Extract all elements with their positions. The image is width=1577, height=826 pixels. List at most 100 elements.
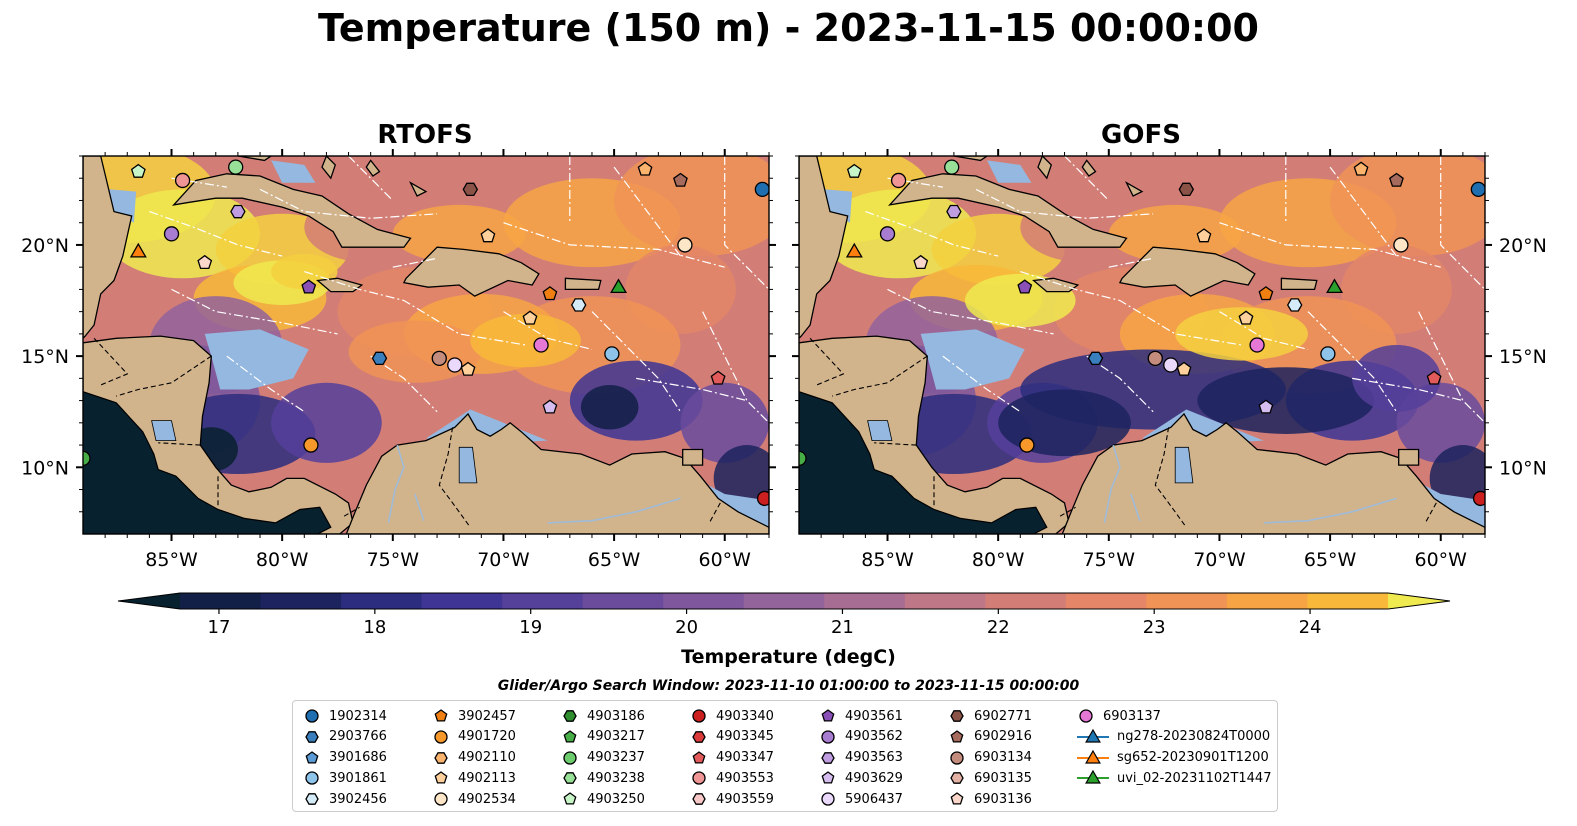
legend-label: 3902457 xyxy=(458,708,516,724)
eez-boundary xyxy=(1020,271,1242,346)
observation-marker xyxy=(1196,228,1212,243)
temperature-blob xyxy=(392,204,526,263)
observation-marker xyxy=(1353,161,1369,176)
legend-marker-icon xyxy=(950,750,964,765)
legend-item: 4903563 xyxy=(819,748,903,768)
lat-tick-label: 10°N xyxy=(21,457,69,479)
legend-marker-icon xyxy=(305,709,319,723)
legend-marker-icon xyxy=(821,751,835,764)
shelf-water xyxy=(987,160,1032,183)
observation-marker xyxy=(129,242,147,258)
observation-marker xyxy=(756,490,769,507)
eez-boundary xyxy=(1352,377,1464,402)
country-border xyxy=(1154,427,1187,528)
search-window-text: Glider/Argo Search Window: 2023-11-10 01… xyxy=(497,678,1080,694)
legend-item: 3901686 xyxy=(303,748,387,768)
colorbar-tick-label: 24 xyxy=(1299,617,1322,638)
eez-boundary xyxy=(1329,166,1397,257)
eez-boundary xyxy=(591,311,681,413)
eez-boundary xyxy=(1418,311,1485,424)
country-border xyxy=(343,506,360,517)
legend-label: 4903347 xyxy=(716,750,774,766)
legend-item: 2903766 xyxy=(303,727,387,747)
land-mexico xyxy=(83,156,133,340)
legend: 1902314 2903766 3901686 3901861 3902456 39024… xyxy=(292,700,1278,812)
observation-marker xyxy=(1249,337,1265,353)
land-hispaniola xyxy=(402,246,540,297)
temperature-blob xyxy=(470,313,581,368)
observation-marker xyxy=(522,310,538,325)
pacific-ocean xyxy=(83,391,332,534)
observation-marker xyxy=(130,163,146,178)
country-border xyxy=(158,442,201,446)
colorbar-segment xyxy=(1226,593,1308,609)
eez-boundary xyxy=(503,222,725,268)
map-panel-rtofs xyxy=(83,156,769,534)
observation-marker xyxy=(163,226,180,242)
temperature-blob xyxy=(1352,345,1441,412)
observation-marker xyxy=(710,370,726,385)
legend-label: 2903766 xyxy=(329,729,387,745)
colorbar-segment xyxy=(743,593,825,609)
land-bahamas3 xyxy=(1124,181,1144,197)
observation-marker xyxy=(604,346,620,362)
pacific-ocean xyxy=(799,391,1048,534)
country-border xyxy=(708,502,721,524)
observation-marker xyxy=(303,437,319,453)
legend-item: 4903186 xyxy=(561,706,645,726)
legend-label: 4903340 xyxy=(716,708,774,724)
legend-item: ng278-20230824T0000 xyxy=(1077,727,1270,747)
country-border xyxy=(809,337,845,386)
temperature-blob xyxy=(348,320,482,383)
legend-label: uvi_02-20231102T1447 xyxy=(1117,770,1272,786)
eez-boundary xyxy=(865,211,999,257)
panel-title-gofs: GOFS xyxy=(1101,120,1181,150)
legend-marker-icon xyxy=(1077,749,1109,764)
legend-label: 4902534 xyxy=(458,791,516,807)
legend-item: 6902916 xyxy=(948,727,1032,747)
eez-boundary xyxy=(171,288,338,335)
legend-label: 4902110 xyxy=(458,750,516,766)
shelf-water xyxy=(920,329,1025,390)
observation-marker xyxy=(447,357,463,373)
legend-item: 4903562 xyxy=(819,727,903,747)
legend-marker-icon xyxy=(821,771,835,784)
legend-label: 6903134 xyxy=(974,750,1032,766)
legend-marker-icon xyxy=(305,730,319,743)
legend-label: 4903561 xyxy=(845,708,903,724)
colorbar-extend-high xyxy=(1388,593,1450,609)
land-bahamas3 xyxy=(408,181,428,197)
eez-boundary xyxy=(887,288,1054,335)
country-border xyxy=(438,427,471,528)
legend-item: 6903134 xyxy=(948,748,1032,768)
observation-marker xyxy=(799,450,807,467)
colorbar-segment xyxy=(1146,593,1228,609)
lon-tick-label: 70°W xyxy=(1193,549,1246,571)
legend-marker-icon xyxy=(692,771,706,786)
colorbar-tick-label: 18 xyxy=(363,617,386,638)
observation-marker xyxy=(673,172,688,187)
colorbar-segment xyxy=(663,593,745,609)
observation-marker xyxy=(431,350,447,366)
observation-marker xyxy=(944,159,960,175)
legend-item: 5906437 xyxy=(819,789,903,809)
observation-marker xyxy=(460,361,476,376)
legend-label: 3901861 xyxy=(329,770,387,786)
observation-marker xyxy=(542,399,558,414)
observation-marker xyxy=(637,161,653,176)
eez-boundary xyxy=(503,311,593,350)
legend-marker-icon xyxy=(563,710,577,722)
colorbar-tick-label: 22 xyxy=(987,617,1010,638)
lon-tick-label: 75°W xyxy=(1083,549,1136,571)
colorbar-segment xyxy=(985,593,1067,609)
observation-marker xyxy=(371,351,388,366)
temperature-blob xyxy=(1108,204,1242,263)
observation-marker xyxy=(230,204,246,219)
observation-marker xyxy=(1470,181,1485,198)
legend-label: 1902314 xyxy=(329,708,387,724)
country-border xyxy=(116,355,212,397)
shelf-water xyxy=(204,329,309,390)
eez-boundary xyxy=(304,271,526,346)
observation-marker xyxy=(1019,437,1035,453)
colorbar-outline xyxy=(117,592,1451,610)
